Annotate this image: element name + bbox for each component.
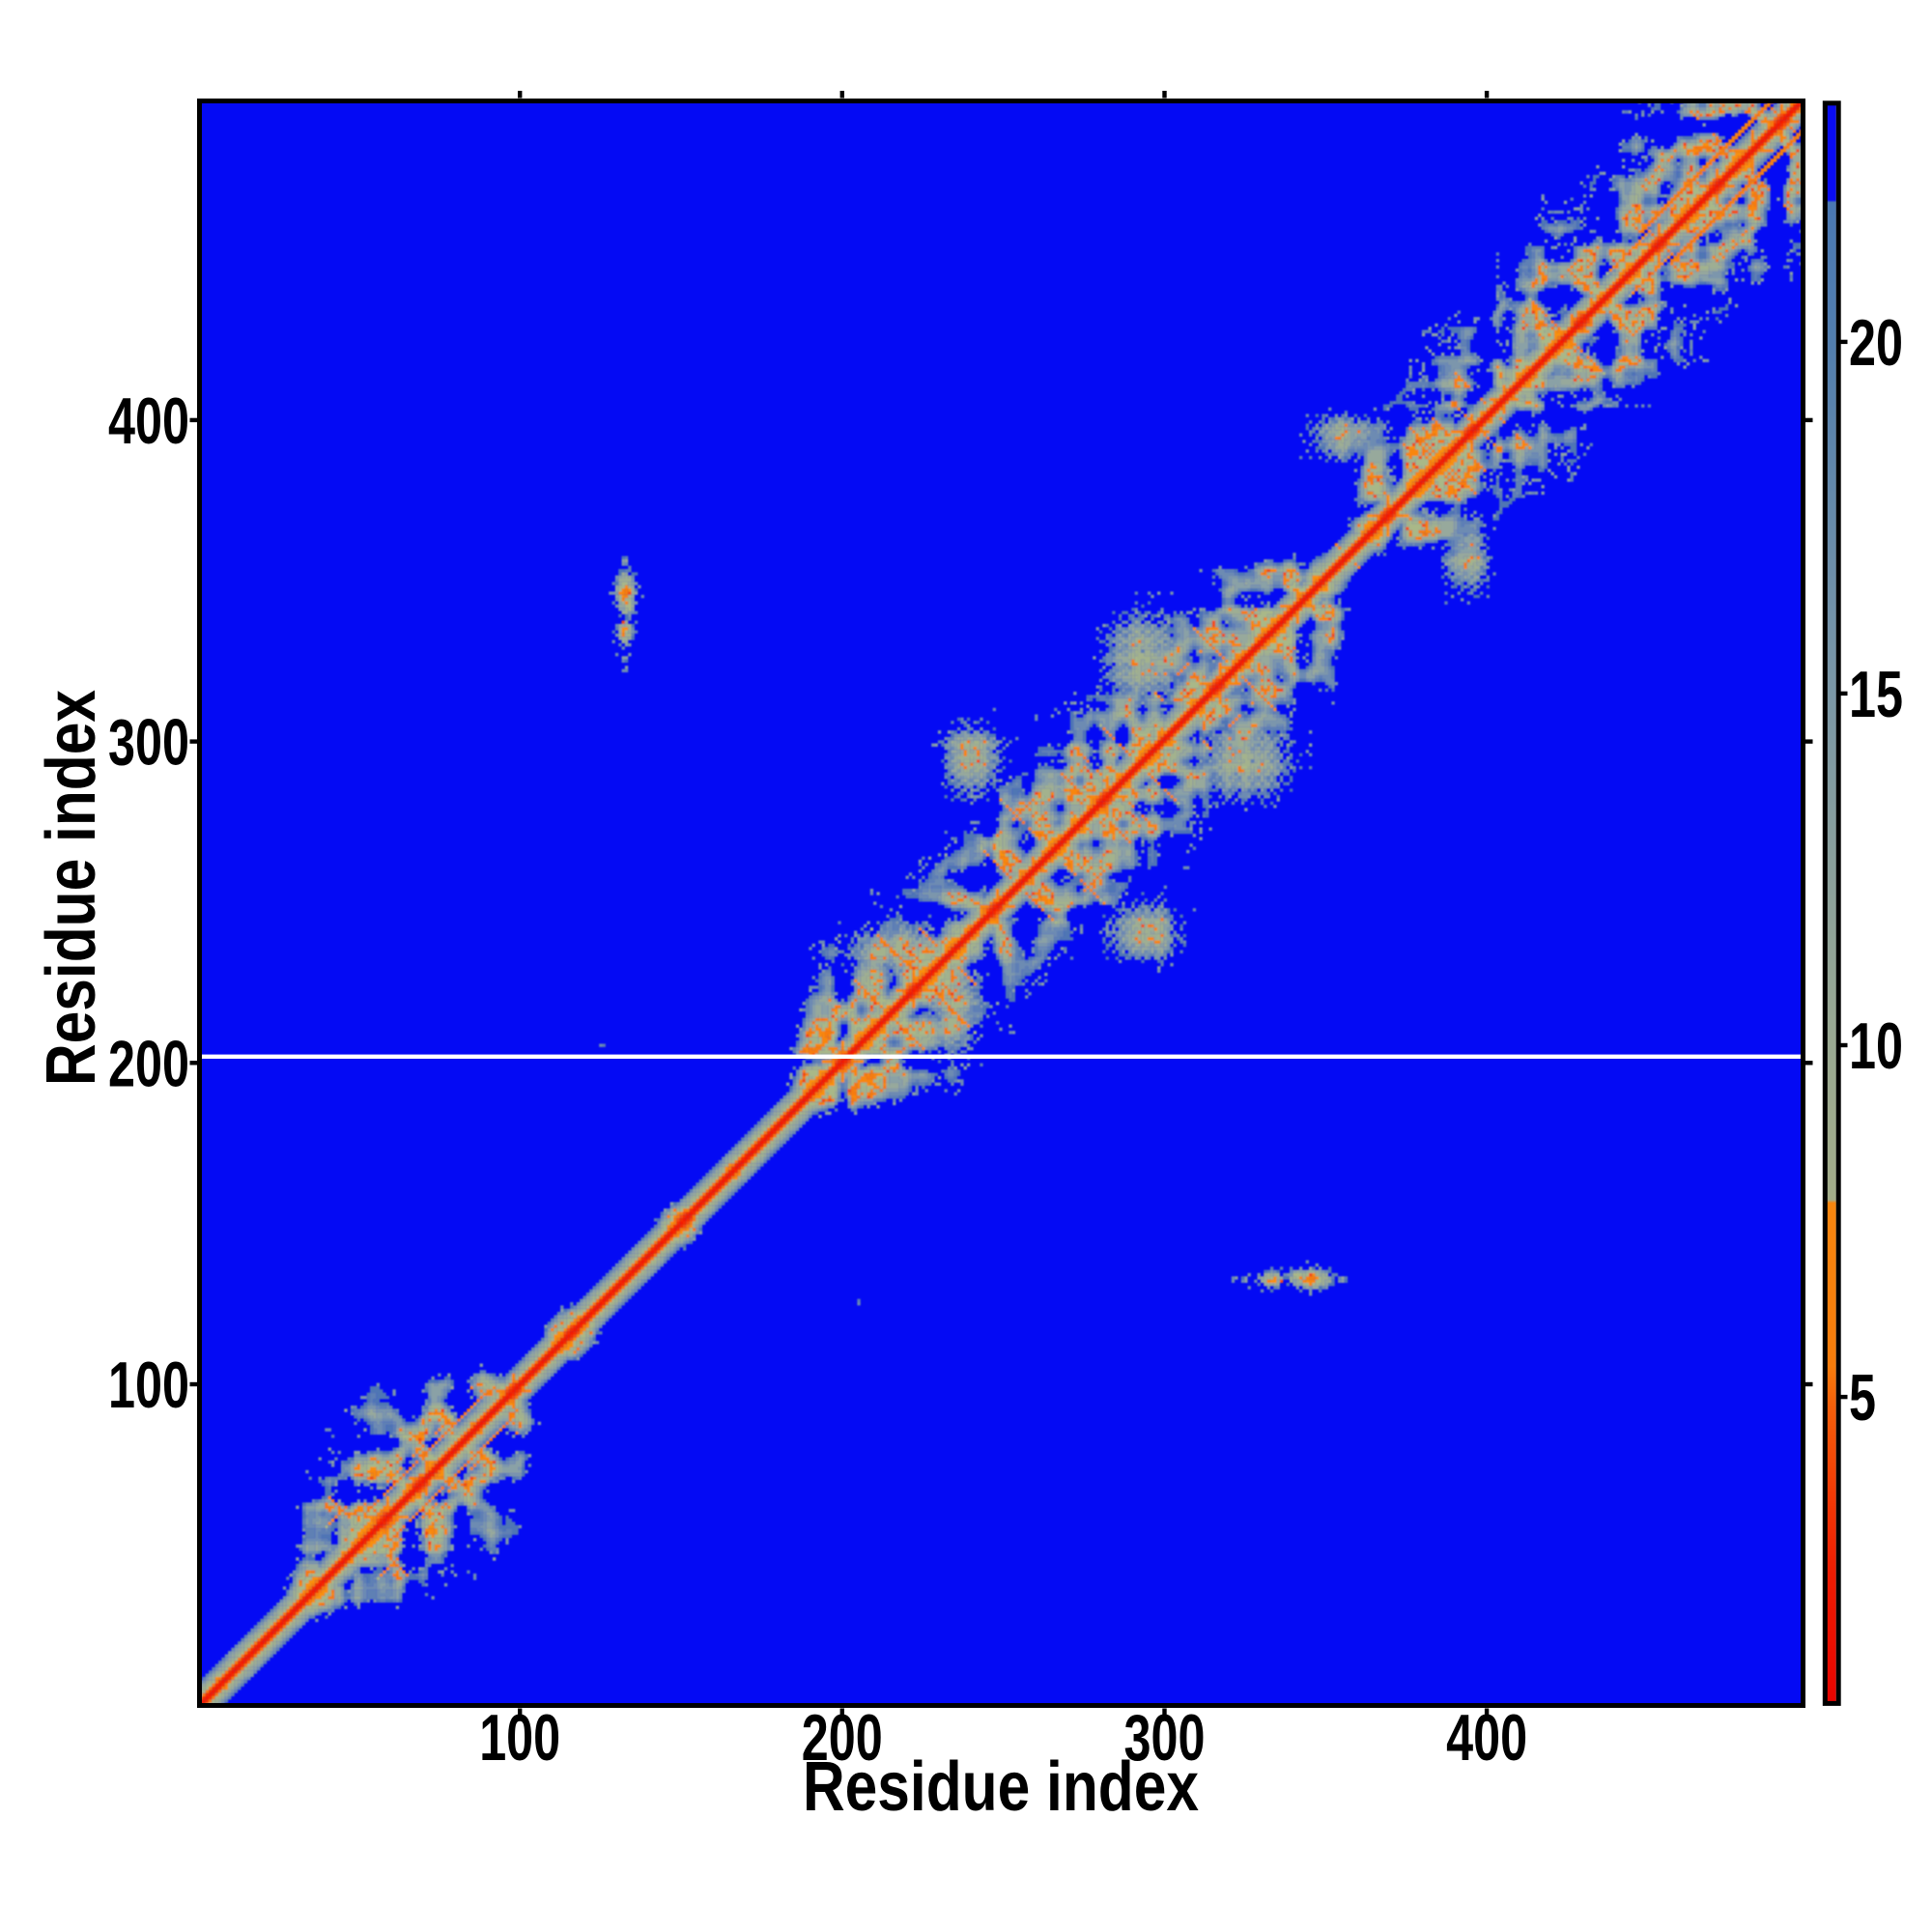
svg-text:300: 300 [1124,1701,1206,1775]
svg-text:15: 15 [1849,658,1903,731]
svg-text:400: 400 [108,384,189,458]
svg-text:Residue index: Residue index [33,690,110,1086]
svg-text:Residue index: Residue index [803,1748,1199,1826]
svg-text:400: 400 [1446,1701,1527,1775]
svg-text:100: 100 [479,1701,560,1775]
svg-text:200: 200 [108,1027,189,1100]
svg-text:200: 200 [802,1701,883,1775]
svg-text:300: 300 [108,706,189,780]
svg-text:100: 100 [108,1349,189,1422]
svg-text:10: 10 [1849,1009,1903,1083]
svg-text:20: 20 [1849,306,1903,380]
svg-text:5: 5 [1849,1361,1876,1435]
